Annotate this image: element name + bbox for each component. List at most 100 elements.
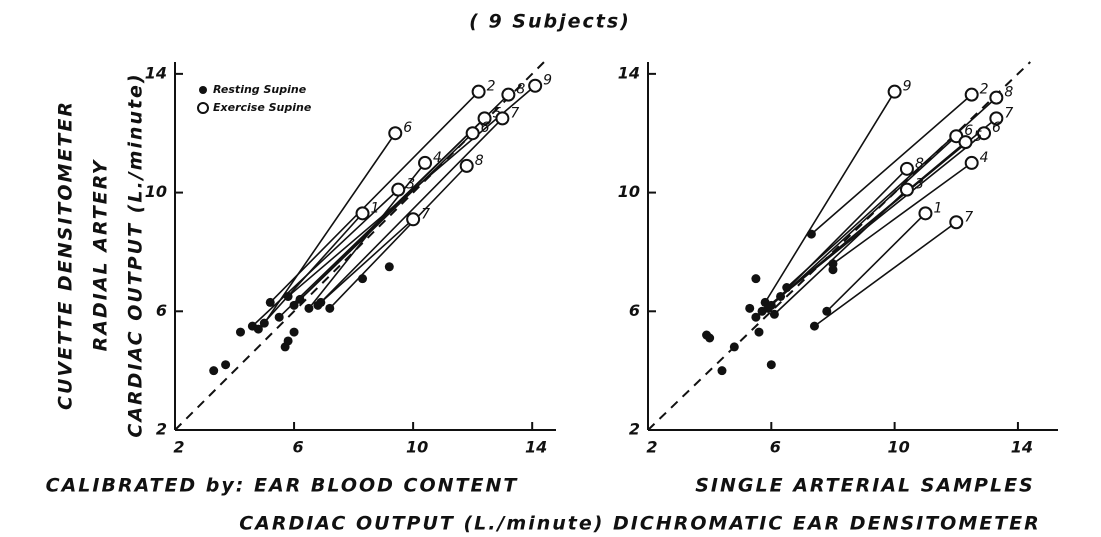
resting-point [316, 297, 326, 307]
point-label: 3 [915, 177, 924, 193]
resting-point [283, 336, 293, 346]
pair-line [251, 189, 399, 327]
pair-line [263, 132, 396, 324]
pair-line [320, 218, 414, 303]
resting-point [253, 324, 263, 334]
exercise-point [989, 111, 1004, 126]
resting-point [384, 262, 394, 272]
resting-point [776, 291, 786, 301]
resting-point [259, 318, 269, 328]
resting-point [751, 274, 761, 284]
point-label: 8 [915, 156, 924, 172]
exercise-point [501, 87, 516, 102]
pair-line [770, 135, 957, 306]
pair-line [329, 165, 468, 309]
exercise-point [918, 206, 933, 221]
legend-label: Resting Supine [213, 83, 307, 96]
point-label: 1 [371, 200, 380, 216]
exercise-point [964, 155, 979, 170]
resting-point [754, 327, 764, 337]
y-tick-label: 14 [618, 63, 640, 82]
legend-marker [199, 86, 207, 94]
y-axis-label: CUVETTE DENSITOMETER [55, 100, 77, 410]
resting-point [782, 283, 792, 293]
point-label: 6 [992, 120, 1001, 136]
resting-point [274, 312, 284, 322]
resting-point [717, 366, 727, 376]
exercise-point [495, 111, 510, 126]
exercise-point [899, 161, 914, 176]
resting-point [705, 333, 715, 343]
x-tick-label: 2 [173, 438, 184, 457]
resting-point [806, 229, 816, 239]
point-label: 7 [1004, 105, 1013, 121]
point-label: 8 [1004, 85, 1013, 101]
x-tick-label: 6 [770, 438, 781, 457]
point-label: 7 [421, 206, 430, 222]
x-tick-label: 10 [887, 438, 909, 457]
resting-point [295, 294, 305, 304]
resting-point [289, 327, 299, 337]
pair-line [773, 189, 908, 315]
point-label: 4 [433, 150, 442, 166]
resting-point [828, 265, 838, 275]
exercise-point [989, 90, 1004, 105]
point-label: 9 [543, 73, 552, 89]
y-axis-label: RADIAL ARTERY [90, 158, 112, 351]
pair-line [767, 168, 908, 309]
figure-title: ( 9 Subjects) [469, 11, 631, 33]
pair-line [293, 132, 474, 306]
point-label: 6 [403, 120, 412, 136]
exercise-point [355, 206, 370, 221]
pair-line [317, 117, 503, 306]
pair-line [764, 91, 896, 303]
exercise-point [391, 182, 406, 197]
resting-point [729, 342, 739, 352]
point-label: 4 [980, 150, 989, 166]
y-tick-label: 6 [156, 301, 167, 320]
resting-point [763, 303, 773, 313]
panel-caption: SINGLE ARTERIAL SAMPLES [695, 475, 1035, 497]
y-tick-label: 10 [145, 182, 167, 201]
point-label: 2 [980, 82, 989, 98]
x-tick-label: 2 [646, 438, 657, 457]
exercise-point [471, 84, 486, 99]
exercise-point [477, 111, 492, 126]
exercise-point [964, 87, 979, 102]
exercise-point [528, 78, 543, 93]
resting-point [209, 366, 219, 376]
pair-line [832, 162, 973, 265]
pair-line [269, 91, 480, 303]
point-label: 5 [974, 129, 983, 145]
exercise-point [899, 182, 914, 197]
resting-point [283, 291, 293, 301]
point-label: 9 [903, 79, 912, 95]
x-axis-label: CARDIAC OUTPUT (L./minute) DICHROMATIC E… [239, 513, 1041, 535]
resting-point [325, 303, 335, 313]
pair-line [813, 221, 957, 327]
y-tick-label: 2 [156, 420, 167, 439]
exercise-point [977, 126, 992, 141]
pair-line [810, 94, 973, 235]
point-label: 6 [964, 123, 973, 139]
resting-point [358, 274, 368, 284]
resting-point [265, 297, 275, 307]
exercise-point [958, 135, 973, 150]
identity-line [647, 61, 1031, 431]
resting-point [289, 300, 299, 310]
point-label: 3 [406, 177, 415, 193]
exercise-point [465, 126, 480, 141]
exercise-point [388, 126, 403, 141]
point-label: 8 [475, 153, 484, 169]
x-tick-label: 6 [292, 438, 303, 457]
legend-label: Exercise Supine [213, 101, 312, 114]
resting-point [751, 312, 761, 322]
exercise-point [459, 158, 474, 173]
x-tick-label: 10 [406, 438, 428, 457]
x-tick-label: 14 [1011, 438, 1033, 457]
resting-point [304, 303, 314, 313]
resting-point [235, 327, 245, 337]
pair-line [257, 212, 364, 330]
point-label: 7 [964, 209, 973, 225]
